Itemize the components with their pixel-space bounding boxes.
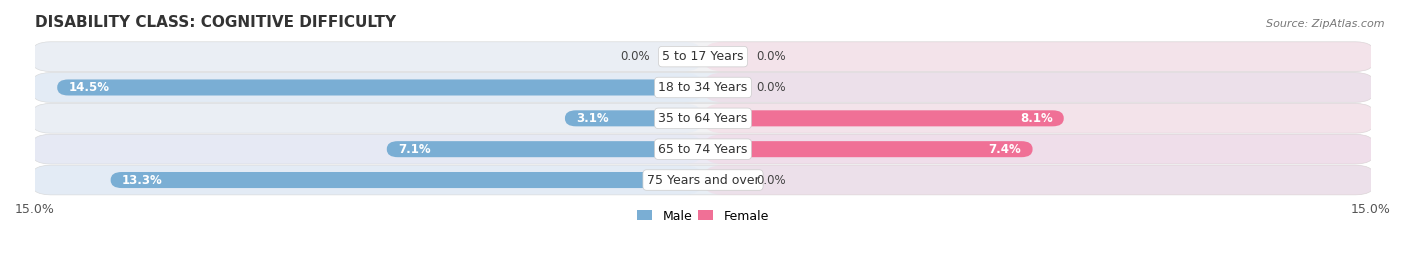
Text: 0.0%: 0.0% <box>756 174 786 186</box>
Text: 8.1%: 8.1% <box>1019 112 1053 125</box>
Text: 0.0%: 0.0% <box>620 50 650 63</box>
FancyBboxPatch shape <box>31 42 1375 72</box>
Text: 3.1%: 3.1% <box>576 112 609 125</box>
FancyBboxPatch shape <box>31 104 703 133</box>
Text: 0.0%: 0.0% <box>756 50 786 63</box>
FancyBboxPatch shape <box>58 79 703 95</box>
Text: 18 to 34 Years: 18 to 34 Years <box>658 81 748 94</box>
FancyBboxPatch shape <box>703 165 1375 195</box>
FancyBboxPatch shape <box>31 73 703 102</box>
FancyBboxPatch shape <box>31 165 703 195</box>
FancyBboxPatch shape <box>703 104 1375 133</box>
Text: 65 to 74 Years: 65 to 74 Years <box>658 143 748 156</box>
Text: 35 to 64 Years: 35 to 64 Years <box>658 112 748 125</box>
Legend: Male, Female: Male, Female <box>633 205 773 228</box>
Text: 0.0%: 0.0% <box>756 81 786 94</box>
FancyBboxPatch shape <box>703 42 1375 72</box>
FancyBboxPatch shape <box>31 134 703 164</box>
FancyBboxPatch shape <box>31 42 703 72</box>
Text: 75 Years and over: 75 Years and over <box>647 174 759 186</box>
FancyBboxPatch shape <box>703 141 1032 157</box>
FancyBboxPatch shape <box>387 141 703 157</box>
Text: DISABILITY CLASS: COGNITIVE DIFFICULTY: DISABILITY CLASS: COGNITIVE DIFFICULTY <box>35 15 396 30</box>
FancyBboxPatch shape <box>111 172 703 188</box>
Text: 14.5%: 14.5% <box>69 81 110 94</box>
FancyBboxPatch shape <box>703 134 1375 164</box>
FancyBboxPatch shape <box>565 110 703 126</box>
Text: 7.4%: 7.4% <box>988 143 1021 156</box>
Text: 7.1%: 7.1% <box>398 143 430 156</box>
Text: 5 to 17 Years: 5 to 17 Years <box>662 50 744 63</box>
Text: Source: ZipAtlas.com: Source: ZipAtlas.com <box>1267 19 1385 29</box>
FancyBboxPatch shape <box>31 165 1375 195</box>
FancyBboxPatch shape <box>31 104 1375 133</box>
FancyBboxPatch shape <box>703 73 1375 102</box>
FancyBboxPatch shape <box>703 110 1064 126</box>
Text: 13.3%: 13.3% <box>122 174 163 186</box>
FancyBboxPatch shape <box>31 73 1375 102</box>
FancyBboxPatch shape <box>31 134 1375 164</box>
